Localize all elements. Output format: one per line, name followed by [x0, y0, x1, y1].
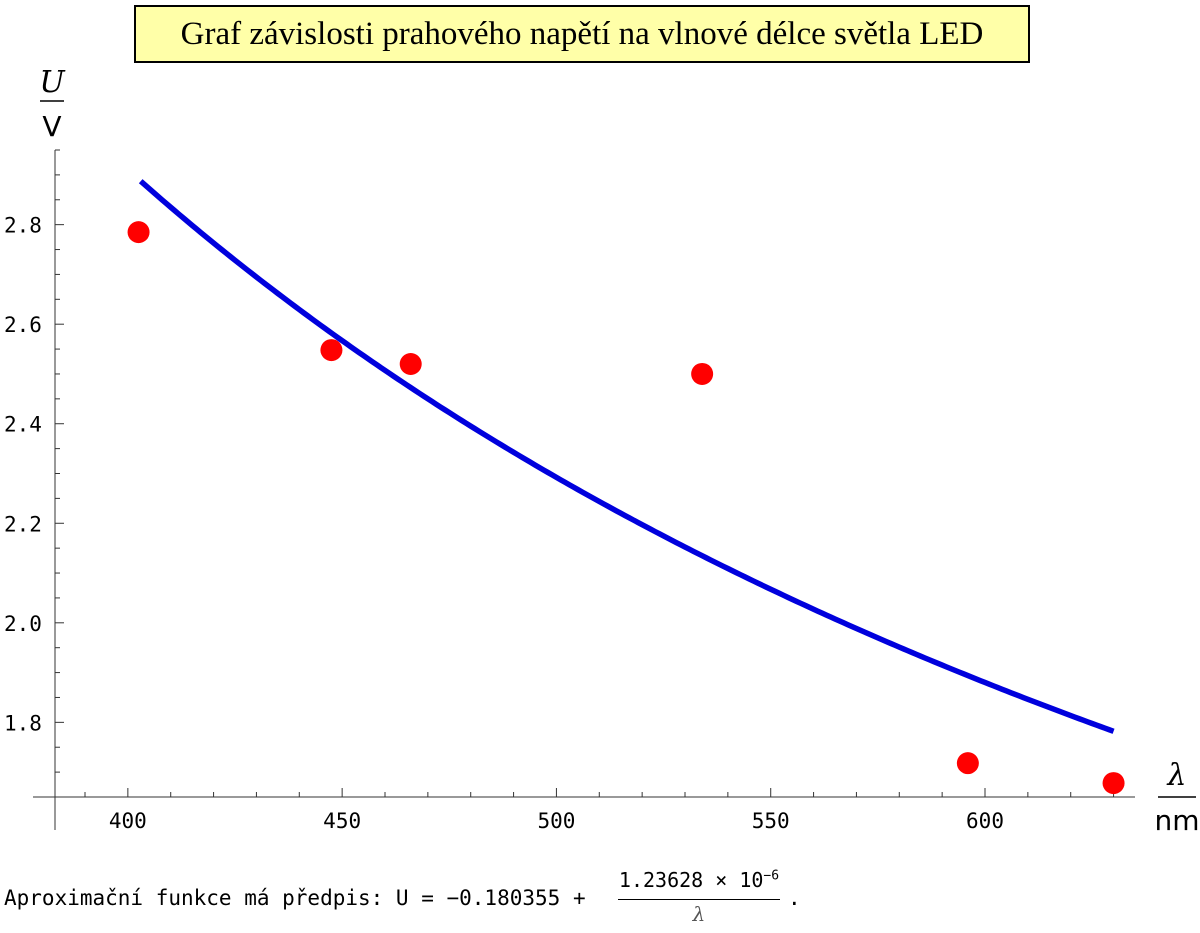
- y-tick-label: 2.2: [4, 512, 42, 536]
- y-tick-label: 2.4: [4, 413, 42, 437]
- x-tick-label: 550: [752, 809, 790, 833]
- axes: [33, 150, 1135, 830]
- data-point: [399, 353, 422, 376]
- x-tick-label: 400: [109, 809, 147, 833]
- fit-curve: [138, 179, 1115, 734]
- x-unit: nm: [1154, 804, 1199, 837]
- y-tick-label: 1.8: [4, 711, 42, 735]
- formula-suffix: .: [788, 886, 801, 910]
- formula-fraction-bar: [618, 899, 780, 900]
- formula-numerator-mantissa: 1.23628 × 10: [618, 868, 764, 892]
- x-tick-label: 600: [966, 809, 1004, 833]
- approximation-formula: Aproximační funkce má předpis: U = −0.18…: [4, 868, 904, 928]
- x-tick-label: 450: [323, 809, 361, 833]
- formula-fraction: 1.23628 × 10−6 λ: [616, 868, 782, 928]
- y-tick-label: 2.8: [4, 214, 42, 238]
- y-unit-symbol: U: [39, 65, 66, 100]
- y-tick-label: 2.6: [4, 313, 42, 337]
- data-point: [1102, 772, 1125, 795]
- x-unit-symbol: λ: [1166, 758, 1186, 793]
- data-point: [691, 362, 714, 385]
- data-point: [956, 752, 979, 775]
- formula-denominator: λ: [692, 902, 706, 926]
- formula-numerator-exponent: −6: [763, 868, 780, 884]
- data-point: [127, 221, 150, 244]
- formula-prefix: Aproximační funkce má předpis: U = −0.18…: [4, 886, 586, 910]
- y-unit: V: [42, 110, 61, 143]
- x-tick-label: 500: [537, 809, 575, 833]
- formula-numerator: 1.23628 × 10−6: [616, 868, 782, 892]
- data-points: [127, 221, 1125, 795]
- data-point: [320, 339, 343, 362]
- chart-plot: 400 450 500 550 600 1.8 2.0 2.2 2.4 2.6 2.8 U V λ…: [4, 65, 1200, 837]
- x-axis-ticks: 400 450 500 550 600: [84, 788, 1115, 833]
- fit-curve-layer: [138, 179, 1115, 734]
- y-axis-ticks: 1.8 2.0 2.2 2.4 2.6 2.8: [4, 149, 64, 773]
- y-tick-label: 2.0: [4, 612, 42, 636]
- chart-title: Graf závislosti prahového napětí na vlno…: [134, 5, 1030, 63]
